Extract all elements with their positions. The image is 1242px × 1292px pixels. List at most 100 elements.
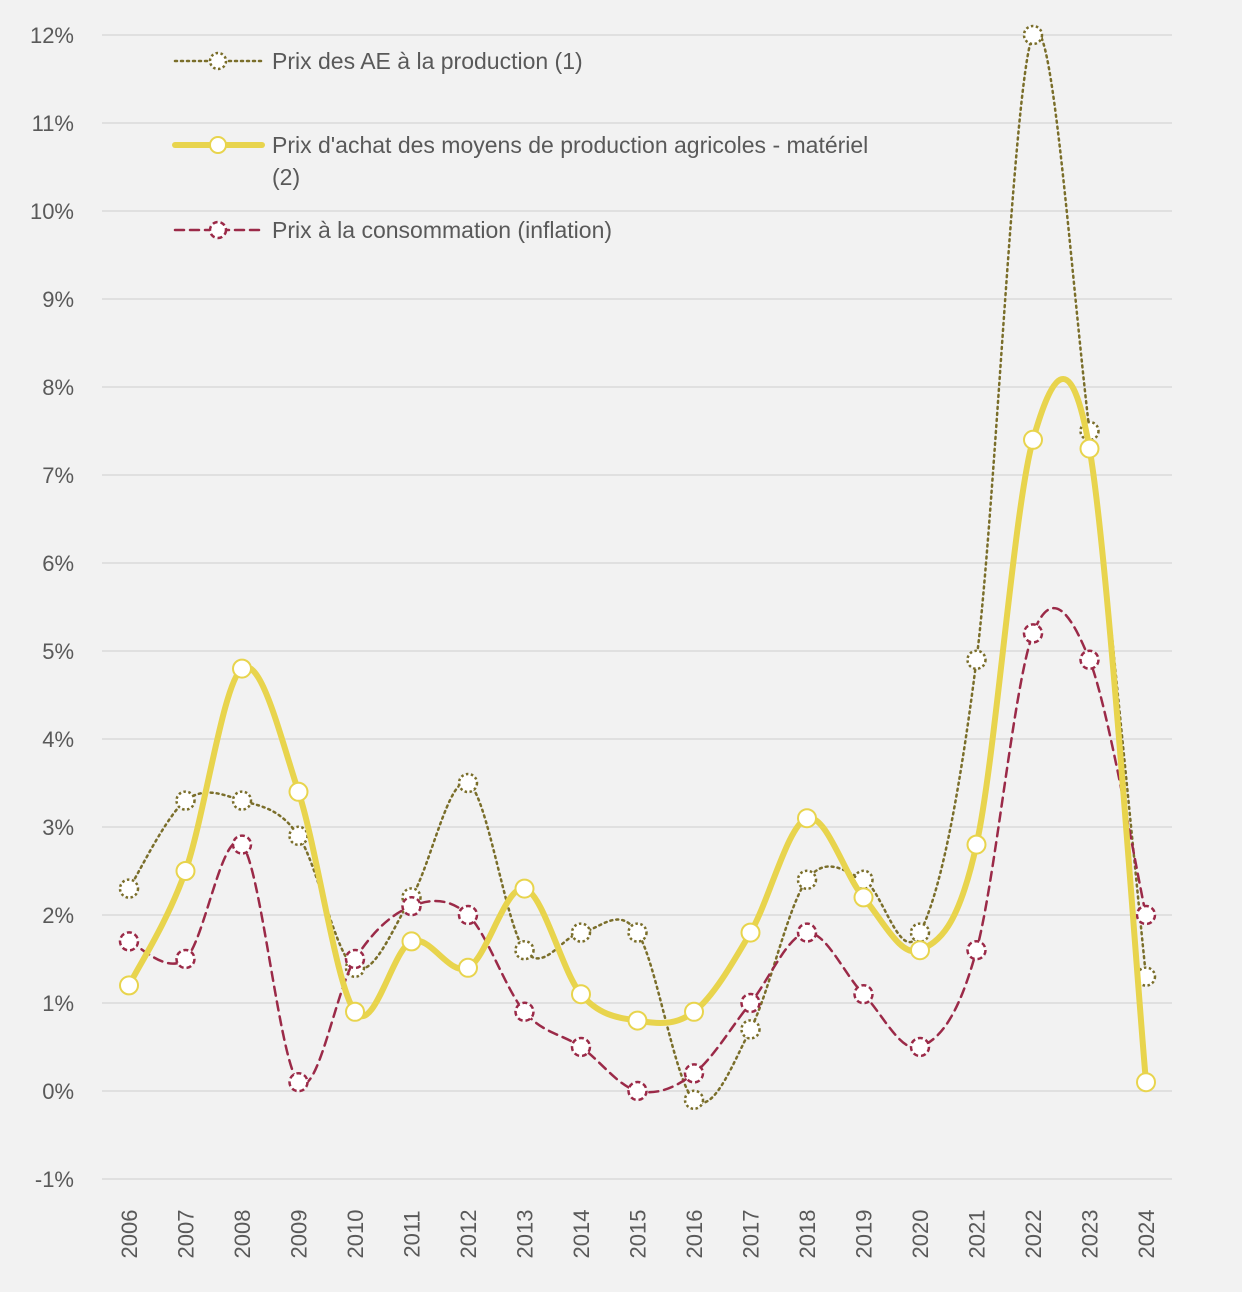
x-tick-label-2011: 2011 bbox=[400, 1210, 425, 1257]
x-tick-label-2020: 2020 bbox=[908, 1210, 933, 1259]
data-point-prix-d-achat-des-moyens-de-production-agricoles-materiel-2-2012 bbox=[458, 957, 478, 978]
y-tick-label: 7% bbox=[42, 463, 74, 488]
legend-label: Prix des AE à la production (1) bbox=[272, 48, 583, 74]
data-point-prix-des-ae-a-la-production-1-2014 bbox=[570, 922, 592, 943]
data-point-prix-a-la-consommation-inflation-2012 bbox=[457, 904, 479, 926]
y-tick-label: 10% bbox=[30, 199, 74, 224]
series-layer bbox=[118, 24, 1157, 1111]
data-point-prix-a-la-consommation-inflation-2019 bbox=[853, 983, 874, 1005]
data-point-prix-d-achat-des-moyens-de-production-agricoles-materiel-2-2007 bbox=[175, 861, 196, 881]
data-point-prix-d-achat-des-moyens-de-production-agricoles-materiel-2-2024 bbox=[1136, 1072, 1156, 1093]
data-point-prix-a-la-consommation-inflation-2015 bbox=[627, 1080, 648, 1102]
data-point-prix-a-la-consommation-inflation-2006 bbox=[118, 931, 140, 952]
x-tick-label-2016: 2016 bbox=[682, 1210, 707, 1259]
data-point-prix-des-ae-a-la-production-1-2006 bbox=[118, 878, 140, 899]
x-tick-label-2010: 2010 bbox=[343, 1210, 368, 1259]
data-point-prix-a-la-consommation-inflation-2011 bbox=[401, 895, 422, 917]
data-point-prix-des-ae-a-la-production-1-2018 bbox=[796, 869, 818, 891]
data-point-prix-a-la-consommation-inflation-2022 bbox=[1022, 623, 1044, 644]
legend-swatch-marker bbox=[208, 220, 228, 240]
data-point-prix-des-ae-a-la-production-1-2024 bbox=[1135, 966, 1157, 987]
y-tick-label: 9% bbox=[42, 287, 74, 312]
x-axis-labels: 2006 2007 2008 2009 2010 2011 2012 2013 2014 2015… bbox=[117, 1210, 1159, 1259]
data-point-prix-des-ae-a-la-production-1-2013 bbox=[514, 939, 535, 961]
x-tick-label-2007: 2007 bbox=[174, 1210, 199, 1259]
x-tick-label-2012: 2012 bbox=[456, 1210, 481, 1259]
data-point-prix-d-achat-des-moyens-de-production-agricoles-materiel-2-2009 bbox=[288, 781, 309, 802]
series-prix-d-achat-des-moyens-de-production-agricoles-materiel-2 bbox=[119, 376, 1156, 1093]
data-point-prix-d-achat-des-moyens-de-production-agricoles-materiel-2-2019 bbox=[853, 887, 874, 908]
data-point-prix-d-achat-des-moyens-de-production-agricoles-materiel-2-2021 bbox=[966, 834, 987, 855]
y-tick-label: 1% bbox=[42, 991, 74, 1016]
data-point-prix-d-achat-des-moyens-de-production-agricoles-materiel-2-2011 bbox=[401, 931, 422, 952]
data-point-prix-d-achat-des-moyens-de-production-agricoles-materiel-2-2015 bbox=[627, 1010, 648, 1031]
data-point-prix-des-ae-a-la-production-1-2017 bbox=[740, 1019, 761, 1040]
data-point-prix-a-la-consommation-inflation-2023 bbox=[1079, 649, 1100, 671]
data-point-prix-d-achat-des-moyens-de-production-agricoles-materiel-2-2018 bbox=[797, 808, 817, 829]
data-point-prix-d-achat-des-moyens-de-production-agricoles-materiel-2-2006 bbox=[119, 975, 139, 996]
legend-entry-prix-des-ae-a-la-production-1: Prix des AE à la production (1) bbox=[173, 48, 583, 74]
data-point-prix-d-achat-des-moyens-de-production-agricoles-materiel-2-2020 bbox=[910, 940, 930, 961]
data-point-prix-d-achat-des-moyens-de-production-agricoles-materiel-2-2022 bbox=[1023, 429, 1043, 450]
y-tick-label: 0% bbox=[42, 1079, 74, 1104]
data-point-prix-a-la-consommation-inflation-2021 bbox=[966, 939, 987, 961]
data-point-prix-des-ae-a-la-production-1-2022 bbox=[1022, 24, 1044, 46]
y-axis-labels: -1% 0% 1% 2% 3% 4% 5% 6% 7% 8% 9% 10% 11% 12% bbox=[30, 23, 74, 1192]
data-point-prix-a-la-consommation-inflation-2008 bbox=[231, 834, 253, 855]
data-point-prix-des-ae-a-la-production-1-2021 bbox=[966, 649, 987, 671]
y-tick-label: 8% bbox=[42, 375, 74, 400]
data-point-prix-a-la-consommation-inflation-2016 bbox=[683, 1063, 705, 1084]
data-point-prix-d-achat-des-moyens-de-production-agricoles-materiel-2-2017 bbox=[740, 922, 761, 943]
x-tick-label-2018: 2018 bbox=[795, 1210, 820, 1259]
x-tick-label-2008: 2008 bbox=[230, 1210, 255, 1259]
x-tick-label-2015: 2015 bbox=[626, 1210, 651, 1259]
data-point-prix-des-ae-a-la-production-1-2008 bbox=[231, 790, 253, 811]
x-tick-label-2014: 2014 bbox=[569, 1210, 594, 1259]
data-point-prix-des-ae-a-la-production-1-2020 bbox=[909, 922, 931, 943]
legend-swatch-marker bbox=[209, 136, 227, 154]
data-point-prix-des-ae-a-la-production-1-2012 bbox=[457, 772, 479, 794]
data-point-prix-a-la-consommation-inflation-2013 bbox=[514, 1001, 535, 1023]
x-tick-label-2006: 2006 bbox=[117, 1210, 142, 1259]
legend-entry-prix-d-achat-des-moyens-de-production-agricoles-materiel-2: Prix d'achat des moyens de production ag… bbox=[172, 132, 868, 190]
y-tick-label: 4% bbox=[42, 727, 74, 752]
data-point-prix-d-achat-des-moyens-de-production-agricoles-materiel-2-2010 bbox=[345, 1001, 365, 1022]
data-point-prix-des-ae-a-la-production-1-2007 bbox=[175, 790, 196, 811]
x-tick-label-2023: 2023 bbox=[1078, 1210, 1103, 1259]
data-point-prix-des-ae-a-la-production-1-2009 bbox=[288, 825, 309, 847]
data-point-prix-a-la-consommation-inflation-2017 bbox=[740, 992, 761, 1014]
data-point-prix-a-la-consommation-inflation-2014 bbox=[570, 1036, 592, 1058]
y-tick-label: 2% bbox=[42, 903, 74, 928]
data-point-prix-des-ae-a-la-production-1-2016 bbox=[683, 1089, 705, 1111]
data-point-prix-a-la-consommation-inflation-2010 bbox=[344, 948, 366, 970]
y-tick-label: 3% bbox=[42, 815, 74, 840]
data-point-prix-des-ae-a-la-production-1-2015 bbox=[627, 922, 648, 943]
y-tick-label: 11% bbox=[32, 111, 74, 136]
x-tick-label-2009: 2009 bbox=[287, 1210, 312, 1259]
data-point-prix-d-achat-des-moyens-de-production-agricoles-materiel-2-2023 bbox=[1079, 438, 1100, 459]
y-tick-label: -1% bbox=[35, 1167, 74, 1192]
legend-swatch-marker bbox=[208, 51, 228, 71]
x-tick-label-2019: 2019 bbox=[852, 1210, 877, 1259]
x-tick-label-2017: 2017 bbox=[739, 1210, 764, 1259]
data-point-prix-d-achat-des-moyens-de-production-agricoles-materiel-2-2016 bbox=[684, 1001, 704, 1022]
series-prix-a-la-consommation-inflation bbox=[118, 607, 1157, 1102]
data-point-prix-a-la-consommation-inflation-2024 bbox=[1135, 904, 1157, 926]
legend-label: Prix à la consommation (inflation) bbox=[272, 217, 612, 243]
data-point-prix-d-achat-des-moyens-de-production-agricoles-materiel-2-2013 bbox=[514, 878, 535, 899]
data-point-prix-a-la-consommation-inflation-2020 bbox=[909, 1036, 931, 1058]
data-point-prix-d-achat-des-moyens-de-production-agricoles-materiel-2-2008 bbox=[232, 658, 252, 679]
data-point-prix-des-ae-a-la-production-1-2019 bbox=[853, 869, 874, 891]
legend-label: Prix d'achat des moyens de production ag… bbox=[272, 132, 868, 190]
x-tick-label-2013: 2013 bbox=[513, 1210, 538, 1259]
legend-entry-prix-a-la-consommation-inflation: Prix à la consommation (inflation) bbox=[173, 217, 612, 243]
series-line-prix-a-la-consommation-inflation bbox=[127, 607, 1148, 1094]
y-tick-label: 6% bbox=[42, 551, 74, 576]
data-point-prix-a-la-consommation-inflation-2007 bbox=[175, 948, 196, 970]
x-tick-label-2022: 2022 bbox=[1021, 1210, 1046, 1259]
data-point-prix-d-achat-des-moyens-de-production-agricoles-materiel-2-2014 bbox=[571, 984, 591, 1005]
data-point-prix-a-la-consommation-inflation-2018 bbox=[796, 922, 818, 943]
data-point-prix-a-la-consommation-inflation-2009 bbox=[288, 1071, 309, 1093]
